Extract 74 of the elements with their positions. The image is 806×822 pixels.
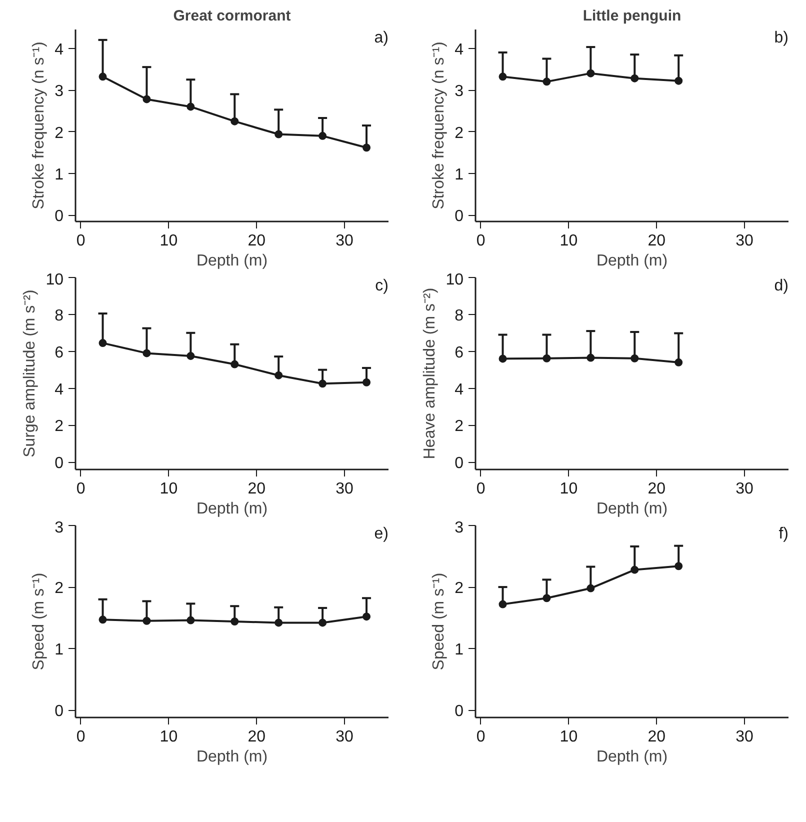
y-tick-label: 2 <box>54 124 64 142</box>
annotation: c) <box>375 278 388 294</box>
chart-title: Little penguin <box>582 8 682 24</box>
y-tick-label: 0 <box>454 208 464 226</box>
y-tick-label: 0 <box>454 703 464 720</box>
x-tick-label: 0 <box>76 480 86 498</box>
annotation: a) <box>374 30 389 46</box>
x-axis-title: Depth (m) <box>596 500 668 518</box>
x-tick-label: 10 <box>560 232 578 250</box>
y-tick-label: 4 <box>54 381 64 398</box>
y-tick-label: 1 <box>54 166 64 184</box>
x-tick-label: 0 <box>76 728 86 746</box>
x-axis-title: Depth (m) <box>196 748 268 766</box>
y-tick-label: 8 <box>454 307 464 324</box>
x-tick-label: 20 <box>648 728 666 746</box>
x-tick-label: 30 <box>336 480 354 498</box>
x-tick-label: 20 <box>648 232 666 250</box>
x-tick-label: 30 <box>336 728 354 746</box>
x-tick-label: 20 <box>248 232 266 250</box>
x-tick-label: 0 <box>476 232 486 250</box>
y-tick-label: 0 <box>54 208 64 226</box>
y-tick-label: 0 <box>54 703 64 720</box>
x-axis-title: Depth (m) <box>196 500 268 518</box>
x-tick-label: 10 <box>560 728 578 746</box>
y-tick-label: 6 <box>54 344 64 362</box>
chart-title: Great cormorant <box>173 8 291 24</box>
x-tick-label: 0 <box>476 480 486 498</box>
x-tick-label: 20 <box>648 480 666 498</box>
x-axis-title: Depth (m) <box>196 252 268 270</box>
x-tick-label: 0 <box>76 232 86 250</box>
y-tick-label: 2 <box>54 580 64 598</box>
x-tick-label: 10 <box>160 728 178 746</box>
annotation: b) <box>774 30 789 46</box>
y-tick-label: 3 <box>454 83 464 100</box>
y-tick-label: 6 <box>454 344 464 362</box>
y-axis-title: Speed (m s⁻¹) <box>30 572 48 670</box>
y-tick-label: 0 <box>454 455 464 472</box>
y-tick-label: 4 <box>54 41 64 58</box>
y-tick-label: 10 <box>446 272 464 288</box>
y-tick-label: 4 <box>454 381 464 398</box>
x-tick-label: 30 <box>336 232 354 250</box>
x-tick-label: 30 <box>736 728 754 746</box>
y-tick-label: 1 <box>454 642 464 659</box>
y-tick-label: 8 <box>54 307 64 324</box>
x-tick-label: 10 <box>160 480 178 498</box>
y-tick-label: 10 <box>46 272 64 288</box>
y-tick-label: 0 <box>54 455 64 472</box>
x-tick-label: 30 <box>736 480 754 498</box>
x-tick-label: 30 <box>736 232 754 250</box>
y-tick-label: 1 <box>54 642 64 659</box>
y-tick-label: 2 <box>454 580 464 598</box>
annotation: e) <box>374 526 389 542</box>
x-tick-label: 20 <box>248 480 266 498</box>
y-tick-label: 3 <box>54 83 64 100</box>
y-axis-title: Stroke frequency (n s⁻¹) <box>430 42 448 210</box>
x-tick-label: 20 <box>248 728 266 746</box>
y-tick-label: 2 <box>454 124 464 142</box>
y-tick-label: 3 <box>54 520 64 536</box>
x-axis-title: Depth (m) <box>596 252 668 270</box>
y-tick-label: 4 <box>454 41 464 58</box>
y-axis-title: Surge amplitude (m s⁻²) <box>22 290 39 458</box>
y-tick-label: 1 <box>454 166 464 184</box>
y-axis-title: Heave amplitude (m s⁻²) <box>422 288 439 460</box>
y-tick-label: 2 <box>54 418 64 436</box>
annotation: d) <box>774 278 789 294</box>
annotation: f) <box>778 526 789 542</box>
x-tick-label: 10 <box>560 480 578 498</box>
x-tick-label: 10 <box>160 232 178 250</box>
x-tick-label: 0 <box>476 728 486 746</box>
x-axis-title: Depth (m) <box>596 748 668 766</box>
y-tick-label: 3 <box>454 520 464 536</box>
y-axis-title: Speed (m s⁻¹) <box>430 572 448 670</box>
y-axis-title: Stroke frequency (n s⁻¹) <box>30 42 48 210</box>
y-tick-label: 2 <box>454 418 464 436</box>
